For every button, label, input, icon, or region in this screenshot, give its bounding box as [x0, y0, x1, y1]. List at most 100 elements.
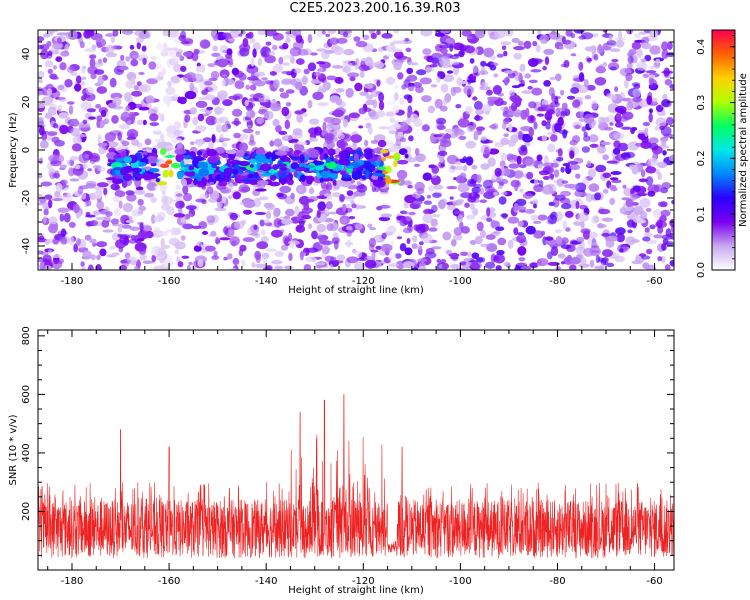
spectrogram-cell: [120, 54, 125, 61]
spectrogram-signal-cell: [372, 172, 385, 177]
spectrogram-cell: [561, 203, 572, 210]
spectrogram-cell: [266, 265, 273, 270]
spectrogram-cell: [437, 70, 442, 78]
spectrogram-cell: [429, 64, 438, 68]
spectrogram-cell: [223, 256, 228, 261]
spectrogram-cell: [129, 44, 135, 50]
colorbar-tick-label: 0.3: [696, 95, 707, 111]
spectrogram-cell: [517, 246, 527, 256]
spectrogram-cell: [281, 78, 294, 84]
spectrogram-cell: [48, 238, 53, 244]
spectrogram-cell: [656, 161, 668, 169]
spectrogram-cell: [317, 201, 327, 211]
spectrogram-signal-cell: [209, 181, 214, 186]
spectrogram-cell: [632, 88, 641, 98]
spectrogram-cell: [536, 258, 549, 267]
spectrogram-cell: [632, 96, 643, 103]
spectrogram-cell: [596, 223, 607, 229]
spectrogram-cell: [611, 179, 622, 184]
spectrogram-cell: [233, 132, 241, 139]
spectrogram-cell: [222, 99, 233, 107]
spectrogram-cell: [450, 165, 456, 170]
spectrogram-cell: [472, 64, 478, 74]
spectrogram-cell: [448, 253, 460, 258]
spectrogram-cell: [76, 238, 81, 246]
spectrogram-signal-cell: [162, 169, 169, 178]
spectrogram-cell: [437, 150, 448, 157]
spectrogram-cell: [364, 255, 373, 261]
spectrogram-cell: [370, 139, 379, 144]
spectrogram-cell: [606, 40, 617, 46]
spectrogram-cell: [210, 30, 219, 39]
spectrogram-cell: [347, 62, 354, 72]
spectrogram-cell: [232, 108, 243, 117]
spectrogram-signal-cell: [135, 174, 148, 179]
spectrogram-signal-cell: [255, 147, 266, 156]
spectrogram-cell: [72, 135, 82, 145]
spectrogram-cell: [539, 180, 544, 188]
spectrogram-cell: [208, 141, 215, 149]
spectrogram-cell: [463, 258, 472, 262]
spectrogram-cell: [303, 68, 310, 75]
spectrogram-cell: [327, 30, 336, 35]
spectrogram-signal-cell: [123, 156, 133, 164]
spectrogram-cell: [256, 241, 269, 250]
spectrogram-cell: [521, 90, 533, 94]
spectrogram-cell: [588, 183, 600, 192]
spectrogram-cell: [73, 243, 79, 253]
spectrogram-signal-cell: [268, 168, 278, 174]
spectrogram-cell: [222, 142, 228, 148]
spectrogram-cell: [125, 219, 135, 224]
spectrogram-cell: [219, 237, 231, 241]
spectrogram-cell: [663, 67, 670, 77]
spectrogram-cell: [80, 101, 92, 111]
spectrogram-cell: [137, 198, 144, 206]
spectrogram-cell: [329, 95, 341, 103]
spectrogram-cell: [162, 95, 173, 105]
spectrogram-cell: [340, 217, 348, 224]
spectrogram-cell: [444, 133, 452, 139]
spectrogram-cell: [396, 169, 408, 180]
spectrogram-cell: [605, 114, 617, 125]
spectrogram-cell: [586, 160, 592, 167]
colorbar-frame: [711, 29, 736, 271]
spectrogram-cell: [569, 150, 575, 159]
spectrogram-cell: [342, 203, 347, 213]
spectrogram-cell: [151, 246, 159, 256]
spectrogram-cell: [550, 134, 558, 142]
snr-x-tick-label: -120: [352, 576, 375, 587]
spectrogram-signal-cell: [261, 173, 273, 177]
spectrogram-signal-cell: [312, 160, 324, 166]
spectrogram-cell: [324, 255, 335, 262]
spectrogram-signal-cell: [180, 159, 185, 168]
spectrogram-cell: [471, 186, 481, 194]
spectrogram-cell: [269, 71, 277, 76]
spectrogram-cell: [333, 259, 344, 264]
spectrogram-signal-cell: [247, 173, 255, 179]
spectrogram-cell: [524, 73, 531, 79]
spectrogram-cell: [273, 138, 283, 147]
spectrogram-cell: [280, 244, 289, 251]
spectrogram-cell: [400, 216, 412, 225]
spectrogram-cell: [561, 102, 568, 110]
spectrogram-cell: [182, 193, 193, 202]
spectrogram-cell: [160, 237, 165, 247]
spectrogram-cell: [110, 183, 120, 191]
spectrogram-cell: [602, 172, 612, 179]
spectrogram-signal-cell: [293, 170, 298, 178]
spectrogram-cell: [648, 76, 654, 86]
spectrogram-cell: [201, 89, 208, 96]
spectrogram-x-tick-label: -120: [352, 276, 375, 287]
spectrogram-cell: [489, 124, 497, 129]
spectrogram-cell: [398, 121, 409, 132]
spectrogram-cell: [279, 185, 292, 194]
spectrogram-cell: [436, 258, 441, 263]
spectrogram-cell: [385, 100, 397, 105]
spectrogram-cell: [59, 238, 67, 243]
spectrogram-cell: [222, 74, 228, 78]
spectrogram-cell: [640, 211, 648, 220]
spectrogram-cell: [83, 30, 92, 39]
spectrogram-cell: [125, 105, 131, 112]
spectrogram-cell: [572, 99, 581, 108]
spectrogram-cell: [528, 126, 534, 137]
